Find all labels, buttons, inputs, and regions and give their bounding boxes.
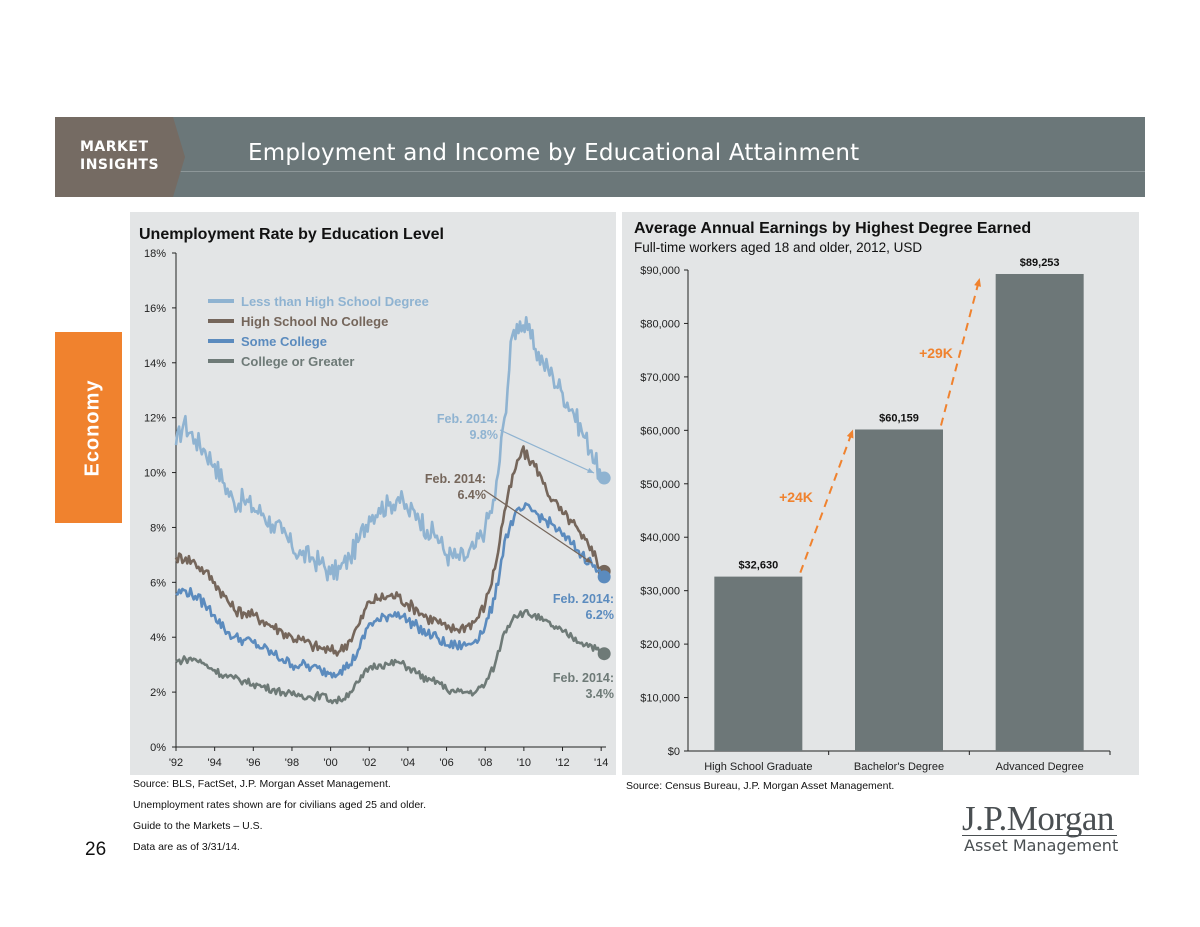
series-end-dot-3 — [597, 570, 611, 584]
line-chart-x-tick-label: '04 — [401, 757, 415, 769]
market-insights-label: MARKET INSIGHTS — [80, 138, 159, 174]
guide-note: Guide to the Markets – U.S. — [133, 820, 263, 832]
bar-chart-x-label-3: Advanced Degree — [996, 761, 1084, 773]
line-chart-x-tick-label: '02 — [362, 757, 376, 769]
line-chart-x-tick-label: '14 — [594, 757, 608, 769]
right-source-note: Source: Census Bureau, J.P. Morgan Asset… — [626, 780, 895, 792]
bar-chart-subtitle: Full-time workers aged 18 and older, 201… — [634, 240, 922, 255]
line-chart-x-tick-label: '12 — [555, 757, 569, 769]
growth-arrow-2 — [940, 277, 981, 426]
growth-label-1: +24K — [779, 489, 813, 505]
earnings-bar-3 — [995, 273, 1084, 751]
growth-arrowhead-2 — [974, 277, 981, 287]
series-end-dot-4 — [597, 647, 611, 661]
earnings-bar-value-1: $32,630 — [738, 560, 778, 572]
line-chart-y-tick-label: 18% — [144, 248, 166, 260]
legend-label-4: College or Greater — [241, 354, 354, 369]
end-label-line2-3: 6.2% — [586, 608, 615, 622]
line-chart-x-tick-label: '10 — [517, 757, 531, 769]
market-insights-badge — [55, 117, 185, 197]
end-label-line1-4: Feb. 2014: — [553, 671, 614, 685]
series-line-3 — [175, 502, 603, 679]
line-chart-y-tick-label: 16% — [144, 303, 166, 315]
earnings-bar-value-2: $60,159 — [879, 412, 919, 424]
growth-label-2: +29K — [919, 345, 953, 361]
page-number: 26 — [85, 839, 107, 860]
page-title: Employment and Income by Educational Att… — [248, 140, 860, 166]
bar-chart-x-label-2: Bachelor's Degree — [854, 761, 944, 773]
bar-chart-y-tick-label: $0 — [668, 746, 680, 758]
bar-chart-title: Average Annual Earnings by Highest Degre… — [634, 220, 1031, 237]
logo-divider — [962, 835, 1117, 836]
growth-arrow-1 — [799, 429, 854, 573]
earnings-bar-1 — [714, 576, 803, 751]
end-label-arrowhead-2 — [585, 557, 592, 563]
end-label-line1-3: Feb. 2014: — [553, 592, 614, 606]
end-label-pointer-2 — [483, 489, 593, 564]
logo-subtitle: Asset Management — [964, 836, 1119, 855]
legend-label-2: High School No College — [241, 314, 388, 329]
bar-chart-y-tick-label: $60,000 — [640, 425, 680, 437]
line-chart-y-tick-label: 6% — [150, 577, 166, 589]
bar-chart-y-tick-label: $40,000 — [640, 532, 680, 544]
line-chart-title: Unemployment Rate by Education Level — [139, 226, 444, 243]
header-divider — [55, 171, 1145, 172]
end-label-line2-2: 6.4% — [458, 488, 487, 502]
bar-chart-y-tick-label: $20,000 — [640, 639, 680, 651]
unemployment-age-note: Unemployment rates shown are for civilia… — [133, 799, 426, 811]
line-chart-y-tick-label: 0% — [150, 742, 166, 754]
legend-label-3: Some College — [241, 334, 327, 349]
bar-chart-y-tick-label: $80,000 — [640, 318, 680, 330]
line-chart-x-tick-label: '94 — [207, 757, 221, 769]
line-chart-x-tick-label: '98 — [285, 757, 299, 769]
line-chart-y-tick-label: 10% — [144, 468, 166, 480]
line-chart-y-tick-label: 14% — [144, 358, 166, 370]
end-label-pointer-1 — [499, 429, 595, 474]
bar-chart-x-label-1: High School Graduate — [704, 761, 812, 773]
series-line-4 — [175, 609, 603, 705]
growth-arrowhead-1 — [846, 429, 854, 439]
series-line-1 — [174, 316, 603, 582]
line-chart-y-tick-label: 12% — [144, 413, 166, 425]
end-label-arrowhead-1 — [587, 467, 594, 473]
earnings-bar-value-3: $89,253 — [1020, 257, 1060, 269]
bar-chart-y-tick-label: $70,000 — [640, 372, 680, 384]
line-chart-y-tick-label: 2% — [150, 687, 166, 699]
series-end-dot-1 — [597, 471, 611, 485]
section-tab — [55, 332, 122, 523]
end-label-line2-1: 9.8% — [470, 428, 499, 442]
line-chart-x-tick-label: '92 — [169, 757, 183, 769]
line-chart-x-tick-label: '06 — [439, 757, 453, 769]
brand-line-1: MARKET — [80, 139, 149, 155]
series-line-2 — [174, 445, 603, 657]
brand-line-2: INSIGHTS — [80, 157, 160, 173]
bar-chart-y-tick-label: $50,000 — [640, 479, 680, 491]
line-chart-x-tick-label: '08 — [478, 757, 492, 769]
left-source-note: Source: BLS, FactSet, J.P. Morgan Asset … — [133, 778, 391, 790]
bar-chart-y-tick-label: $90,000 — [640, 265, 680, 277]
legend-label-1: Less than High School Degree — [241, 294, 429, 309]
jpmorgan-logo: J.P.Morgan — [962, 799, 1114, 838]
unemployment-chart-panel — [130, 212, 616, 775]
line-chart-x-tick-label: '96 — [246, 757, 260, 769]
line-chart-y-tick-label: 8% — [150, 522, 166, 534]
end-label-line2-4: 3.4% — [586, 687, 615, 701]
line-chart-x-tick-label: '00 — [323, 757, 337, 769]
header-bar — [55, 117, 1145, 197]
end-label-line1-1: Feb. 2014: — [437, 412, 498, 426]
line-chart-y-tick-label: 4% — [150, 632, 166, 644]
end-label-line1-2: Feb. 2014: — [425, 472, 486, 486]
earnings-bar-2 — [855, 429, 943, 751]
bar-chart-y-tick-label: $30,000 — [640, 586, 680, 598]
data-date-note: Data are as of 3/31/14. — [133, 841, 240, 853]
bar-chart-y-tick-label: $10,000 — [640, 693, 680, 705]
